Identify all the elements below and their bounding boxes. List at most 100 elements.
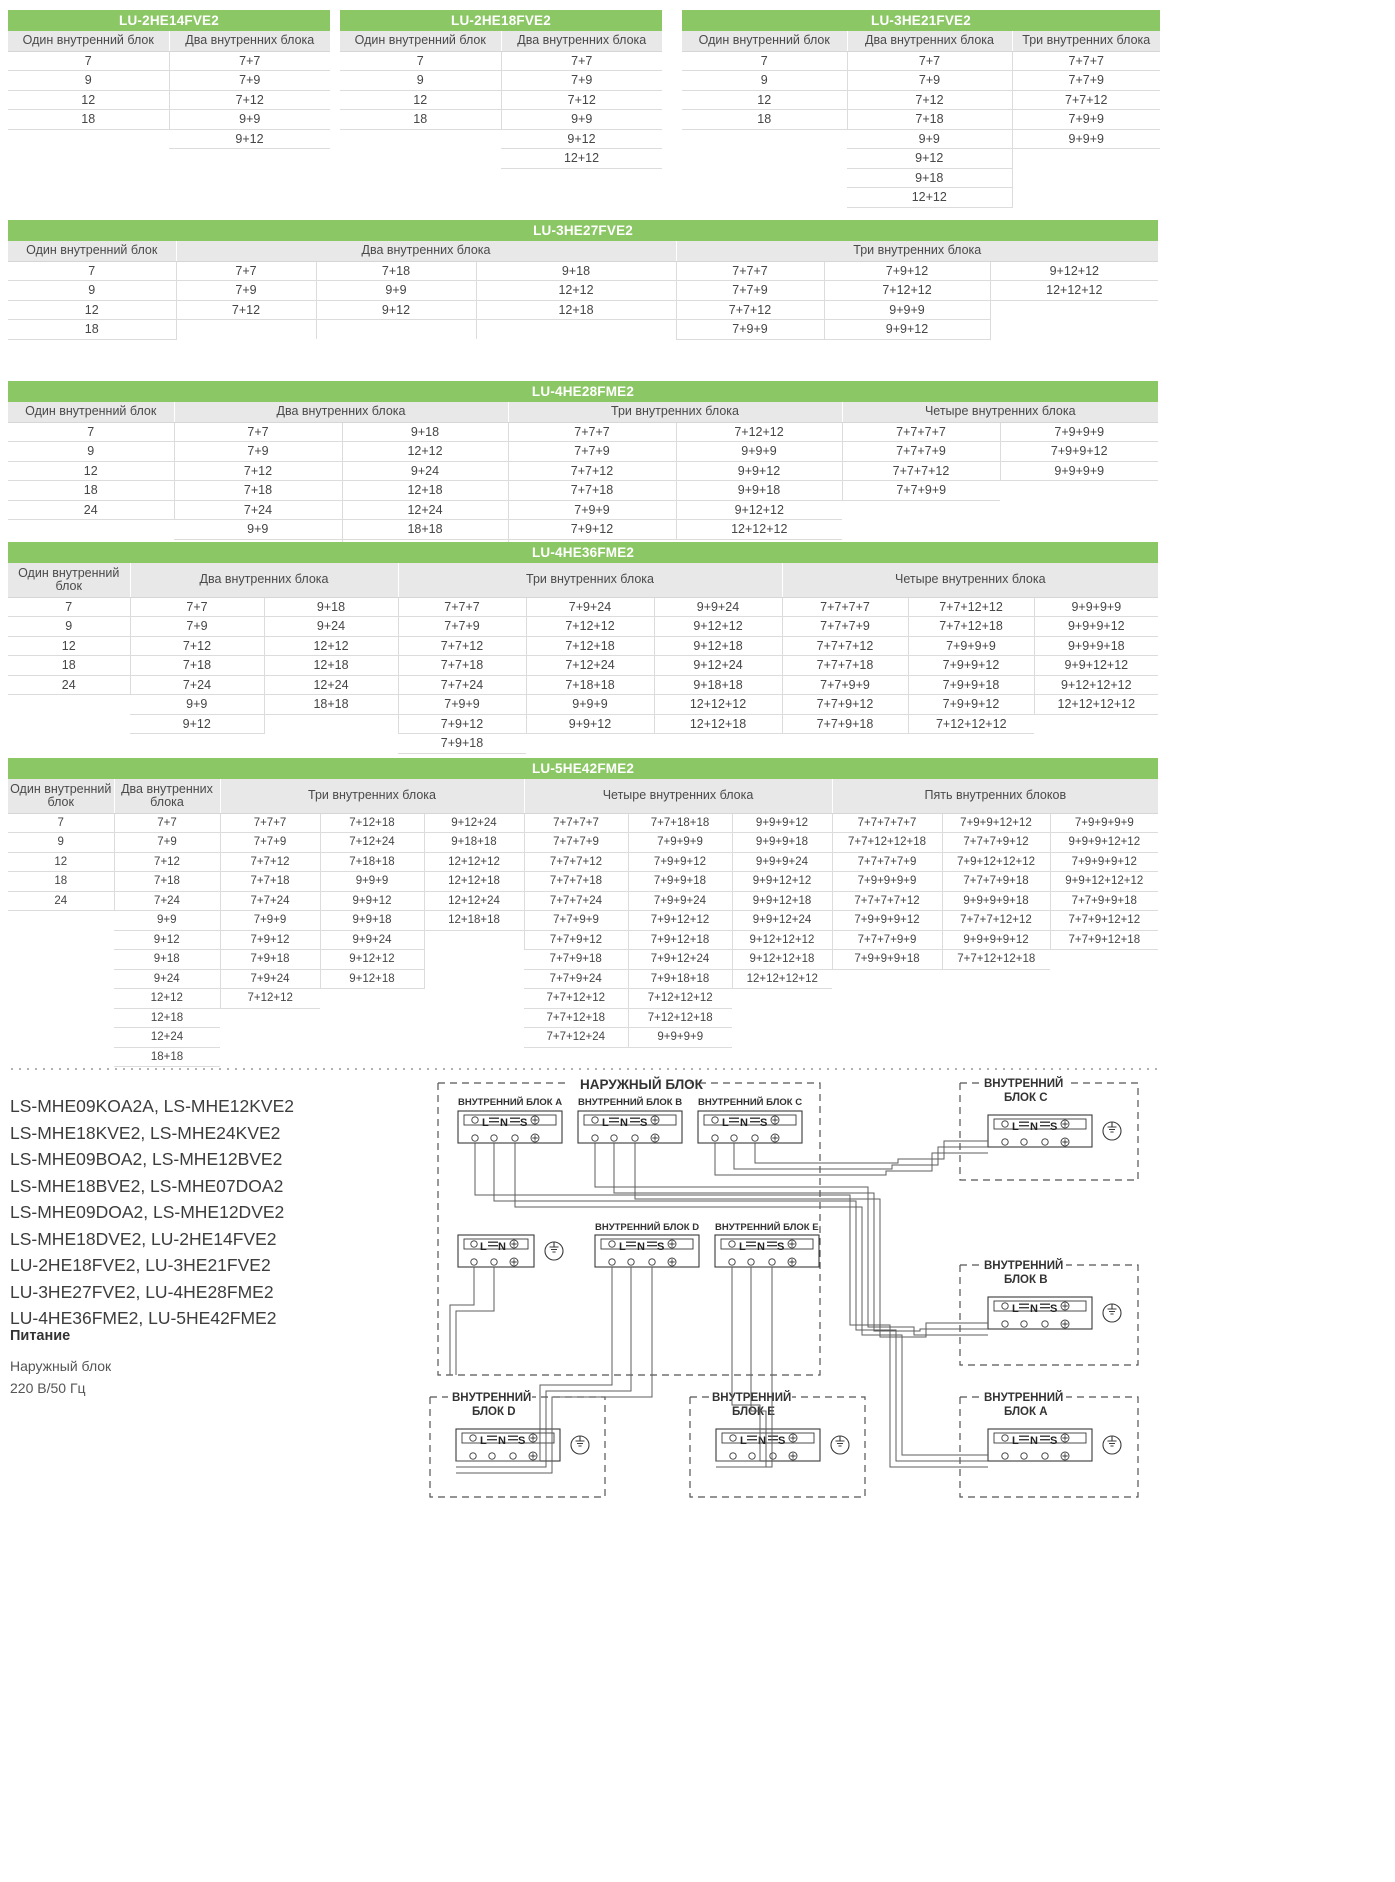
cell: 9+12+24 <box>424 813 525 833</box>
cell: 7+7+9 <box>398 616 527 637</box>
cell: 9+9+12+12 <box>732 871 833 892</box>
cell-empty <box>942 1008 1050 1028</box>
column-header-two: Два внутренних блока <box>174 402 509 423</box>
cell: 7+7+7+7 <box>782 597 909 617</box>
cell-empty <box>424 1008 524 1028</box>
table-title: LU-2HE14FVE2 <box>8 10 330 31</box>
power-voltage-value: 220 В/50 Гц <box>10 1380 86 1396</box>
cell: 7+7+7+7+12 <box>832 891 943 911</box>
cell: 7+7+7+18 <box>782 655 909 676</box>
cell-empty <box>424 930 525 950</box>
cell: 7 <box>8 597 131 617</box>
cell: 7+18 <box>847 109 1013 130</box>
cell: 7+7+7+9+9 <box>832 930 943 950</box>
cell: 9+9 <box>847 129 1013 149</box>
column-header-two: Два внутренних блока <box>169 31 330 52</box>
cell-empty <box>8 989 114 1009</box>
cell: 7+7 <box>847 51 1013 71</box>
cell: 7+12+24 <box>526 655 655 676</box>
cell-empty <box>1034 714 1158 734</box>
cell: 7+7+7+9 <box>842 441 1001 462</box>
svg-text:S: S <box>518 1435 525 1447</box>
cell: 7+9+9+9 <box>628 832 733 853</box>
cell: 7+9 <box>174 441 343 462</box>
cell: 7+7+9+12+18 <box>1050 930 1159 950</box>
cell: 9+18 <box>264 597 399 617</box>
column-header-two: Два внутренних блока <box>176 241 677 262</box>
cell: 7+18 <box>174 480 343 501</box>
cell: 7 <box>8 51 170 71</box>
cell: 18+18 <box>342 519 509 540</box>
cell: 12 <box>8 852 115 872</box>
svg-text:L: L <box>722 1117 729 1129</box>
cell: 7+9+9+12 <box>908 655 1035 676</box>
cell-empty <box>842 520 1000 540</box>
cell: 9 <box>8 280 177 301</box>
cell: 7+7+24 <box>220 891 321 911</box>
cell: 9+9+9+9 <box>1000 461 1159 481</box>
cell: 7+12 <box>169 90 330 110</box>
cell: 7+9+9+24 <box>628 891 733 911</box>
cell: 9 <box>682 70 848 91</box>
cell: 9+9+9 <box>526 694 655 715</box>
cell-empty <box>8 950 114 970</box>
dotted-divider <box>8 1068 1158 1070</box>
svg-text:S: S <box>640 1117 647 1129</box>
cell: 7+7+9+9 <box>842 480 1000 501</box>
cell: 9+9+9+12 <box>732 813 833 833</box>
cell: 7+18 <box>114 871 221 892</box>
cell: 7+9+9+12 <box>908 694 1035 715</box>
cell: 12+12 <box>501 148 662 169</box>
svg-text:L: L <box>480 1241 487 1253</box>
cell: 7+7+12+12 <box>524 988 629 1009</box>
cell: 7+7 <box>114 813 221 833</box>
column-header-four: Четыре внутренних блока <box>842 402 1159 423</box>
cell: 7+7+9+9 <box>524 910 629 931</box>
table-lu-4he36fme2: LU-4HE36FME2 Один внутренний блок Два вн… <box>8 542 1159 754</box>
svg-text:N: N <box>498 1241 506 1253</box>
column-header-one: Один внутренний блок <box>340 31 502 52</box>
cell: 9+9+9+9 <box>628 1027 732 1048</box>
cell-empty <box>340 149 501 169</box>
cell-empty <box>8 714 130 734</box>
column-header-one: Один внутренний блок <box>8 563 131 598</box>
cell-empty <box>8 1008 114 1028</box>
cell: 7+12+12 <box>824 280 991 301</box>
cell: 9+12+18 <box>654 636 783 656</box>
table-lu-2he14fve2: LU-2HE14FVE2 Один внутренний блок Два вн… <box>8 10 330 149</box>
table-lu-5he42fme2: LU-5HE42FME2 Один внутренний блок Два вн… <box>8 758 1159 1067</box>
cell: 7+18 <box>316 261 477 281</box>
cell-empty <box>1050 950 1158 970</box>
indoor-unit-b-line1: ВНУТРЕННИЙ <box>984 1259 1063 1272</box>
cell-empty <box>908 734 1034 754</box>
cell: 7+9+18 <box>220 949 321 970</box>
model-line: LS-MHE09KOA2A, LS-MHE12KVE2 <box>10 1096 295 1116</box>
cell: 9+9+9+12+12 <box>1050 832 1159 853</box>
cell: 7 <box>8 422 175 442</box>
svg-text:N: N <box>500 1117 508 1129</box>
cell: 18 <box>682 109 848 130</box>
cell: 7+7+7+9 <box>524 832 629 853</box>
cell: 7+9+9+9+12 <box>1050 852 1159 872</box>
indoor-unit-e-line2: БЛОК E <box>732 1406 775 1418</box>
cell: 12 <box>8 461 175 481</box>
cell: 9+9+12 <box>824 319 991 340</box>
cell: 18 <box>8 480 175 501</box>
svg-text:N: N <box>637 1241 645 1253</box>
cell: 7+9+12 <box>220 930 321 950</box>
cell: 18 <box>340 109 502 130</box>
cell: 9+9+12+12+12 <box>1050 871 1159 892</box>
cell-empty <box>1050 1008 1158 1028</box>
cell-empty <box>476 319 677 339</box>
cell: 9+9+9+9+12 <box>942 930 1051 950</box>
svg-text:N: N <box>1030 1303 1038 1315</box>
cell: 7+12+12+12 <box>908 714 1034 734</box>
cell: 9+12+12 <box>654 616 783 637</box>
cell: 7 <box>8 813 115 833</box>
cell: 7 <box>682 51 848 71</box>
svg-text:N: N <box>740 1117 748 1129</box>
svg-text:L: L <box>1012 1121 1019 1133</box>
cell: 9+12+24 <box>654 655 783 676</box>
cell: 12+12+24 <box>424 891 525 911</box>
cell: 7+12 <box>501 90 662 110</box>
